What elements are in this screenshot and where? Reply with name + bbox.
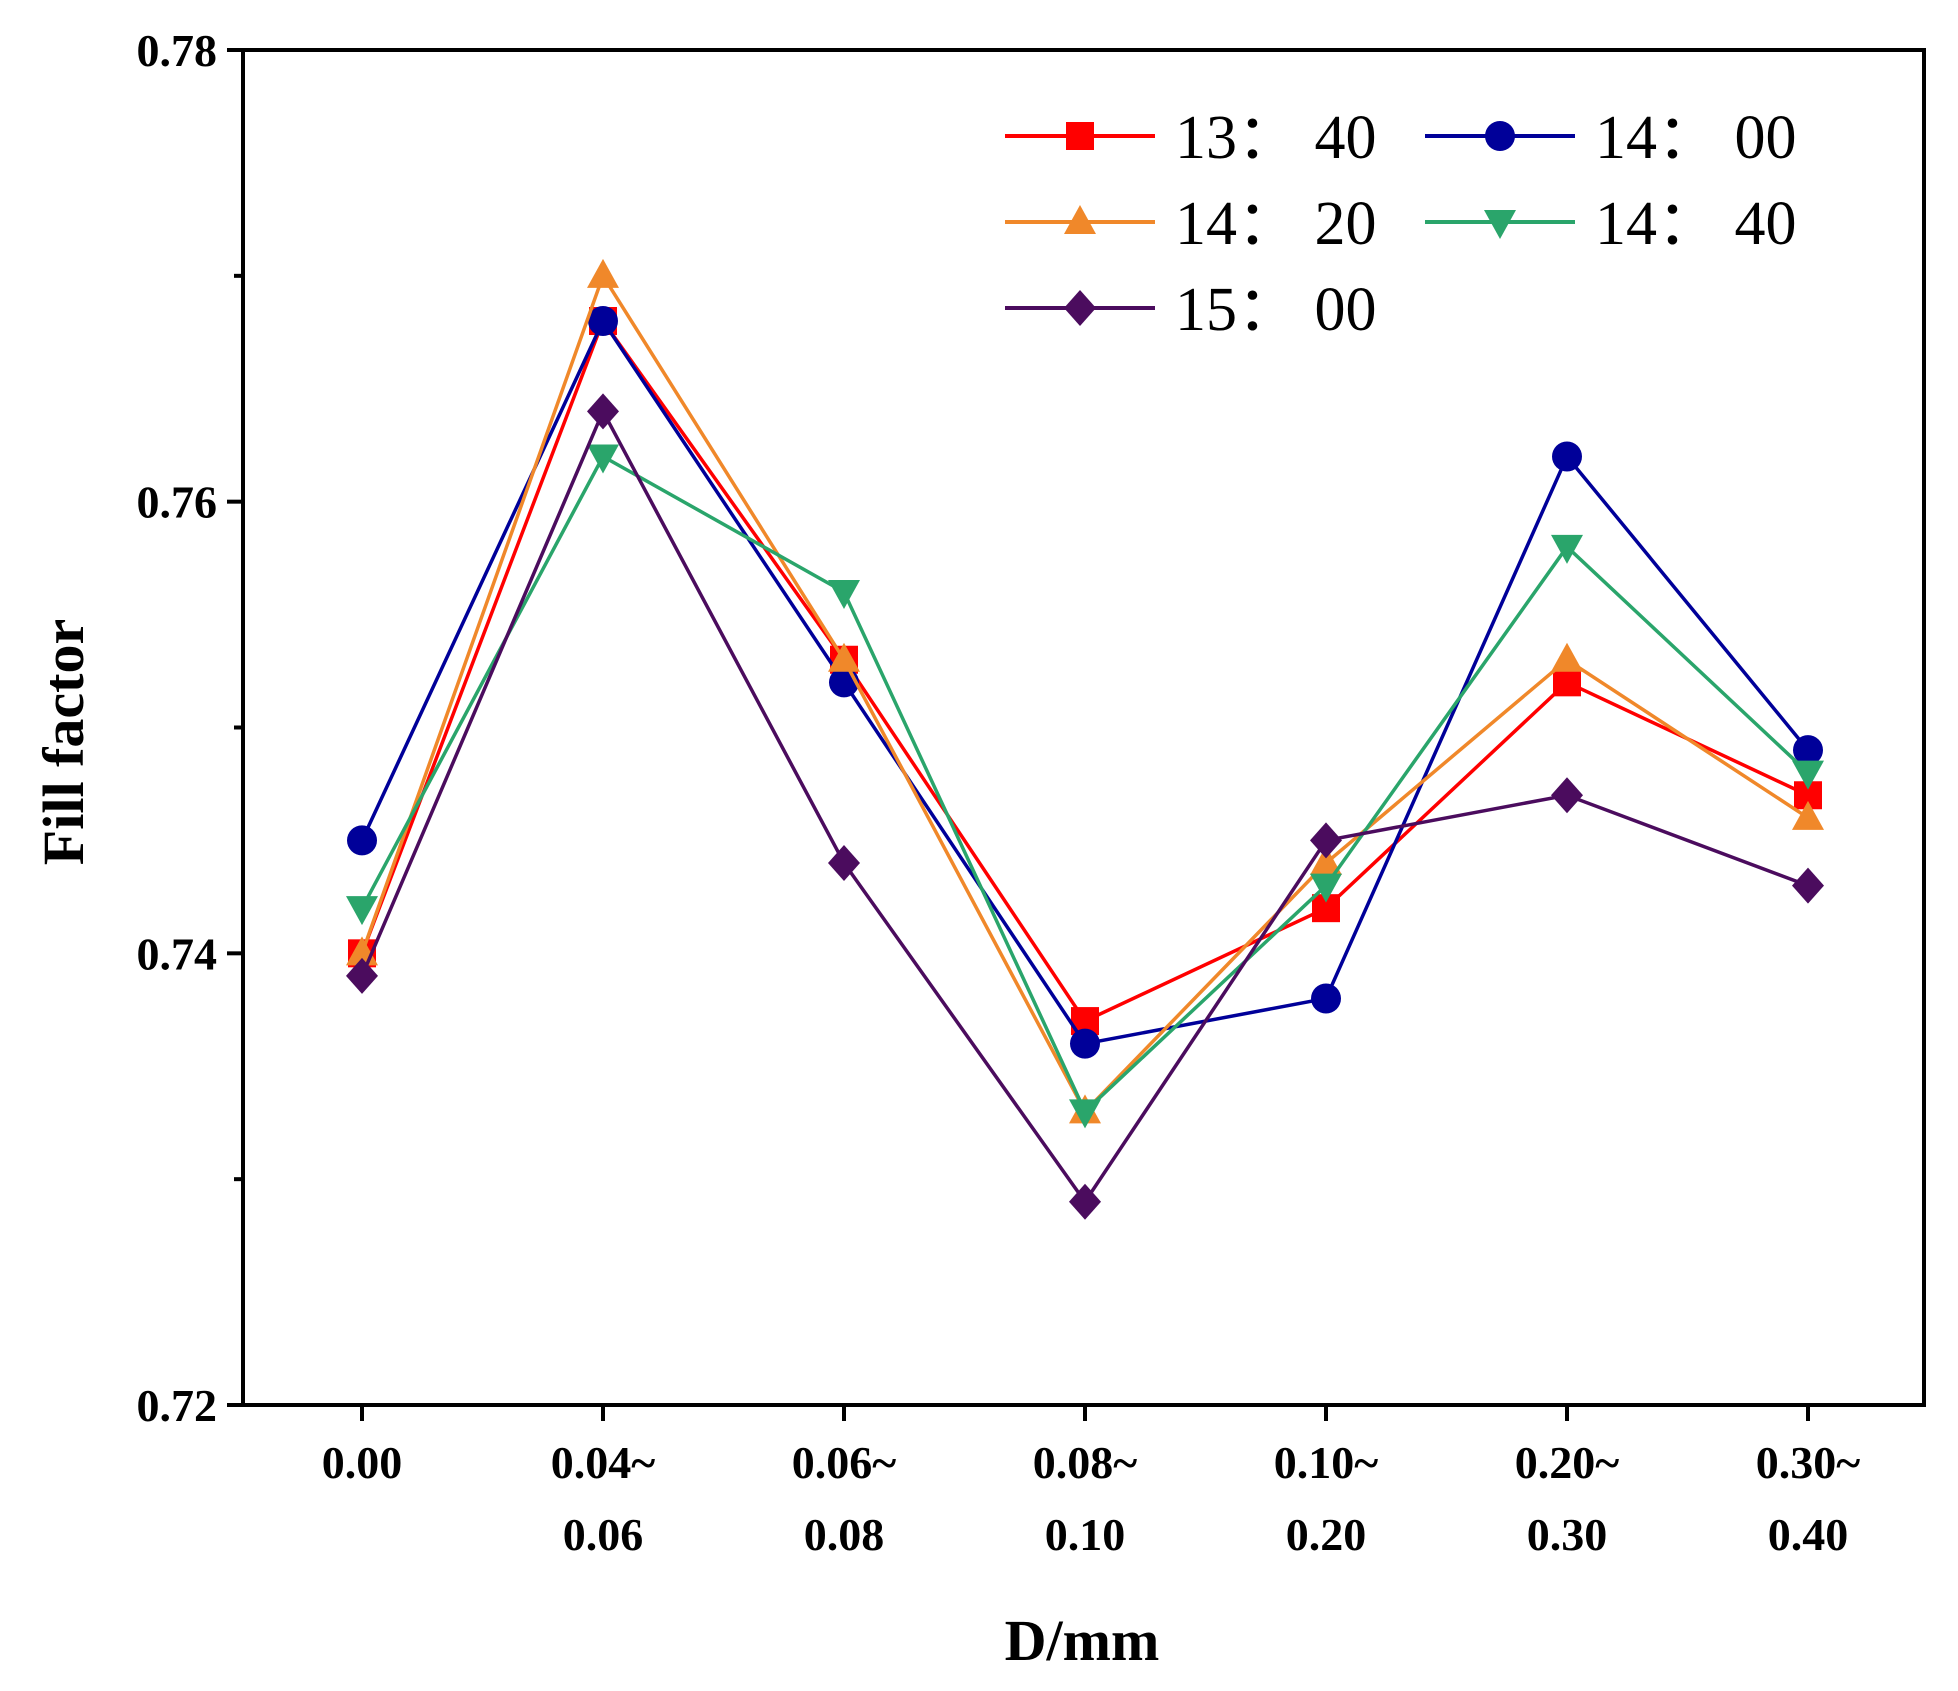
series-group: [348, 307, 1822, 1036]
x-tick-label: 0.08~: [1033, 1437, 1138, 1488]
data-point: [587, 444, 619, 474]
data-point: [1310, 846, 1342, 875]
x-tick-label: 0.00: [322, 1437, 403, 1488]
legend-label: 15： 00: [1175, 276, 1377, 344]
data-point: [588, 306, 618, 336]
x-tick-label: 0.10~: [1274, 1437, 1379, 1488]
x-tick-label: 0.08: [804, 1509, 885, 1560]
data-point: [1069, 1183, 1101, 1220]
y-tick-label: 0.76: [137, 477, 218, 528]
x-tick-label: 0.06~: [792, 1437, 897, 1488]
data-point: [828, 580, 860, 609]
x-tick-label: 0.10: [1045, 1509, 1126, 1560]
y-tick-label: 0.72: [137, 1380, 218, 1431]
data-point: [1310, 822, 1342, 859]
legend-label: 14： 40: [1595, 190, 1797, 258]
data-point: [347, 825, 377, 856]
x-tick-label: 0.20: [1286, 1509, 1367, 1560]
data-point: [1551, 777, 1583, 814]
legend-marker: [1485, 121, 1515, 151]
legend-marker: [1484, 210, 1516, 239]
data-point: [346, 896, 378, 926]
series-group: [346, 258, 1824, 1124]
data-point: [828, 845, 860, 881]
legend-marker: [1064, 290, 1096, 326]
data-point: [1552, 441, 1582, 472]
x-tick-label: 0.40: [1768, 1509, 1849, 1560]
data-point: [587, 393, 619, 430]
series-line: [360, 317, 1809, 1024]
data-point: [1792, 867, 1824, 904]
legend-marker: [1066, 122, 1094, 150]
series-group: [346, 444, 1824, 1129]
legend-label: 14： 00: [1595, 104, 1797, 172]
y-axis-title: Fill factor: [31, 619, 96, 865]
data-point: [828, 642, 860, 672]
legend-item: 14： 00: [1425, 104, 1797, 172]
legend-marker: [1064, 205, 1096, 234]
data-point: [1553, 668, 1581, 697]
data-point: [1792, 760, 1824, 790]
x-tick-label: 0.06: [563, 1509, 644, 1560]
series-group: [346, 393, 1824, 1220]
data-point: [1551, 534, 1583, 564]
legend-item: 14： 20: [1005, 190, 1377, 258]
x-axis-title: D/mm: [1005, 1608, 1160, 1673]
data-point: [1793, 735, 1823, 766]
data-point: [1311, 983, 1341, 1014]
legend-label: 13： 40: [1175, 104, 1377, 172]
data-point: [1551, 642, 1583, 672]
series-line: [360, 407, 1809, 1205]
data-point: [1069, 1099, 1101, 1129]
x-tick-label: 0.04~: [551, 1437, 656, 1488]
data-point: [1070, 1028, 1100, 1059]
data-point: [587, 258, 619, 288]
data-point: [1792, 800, 1824, 830]
legend-item: 13： 40: [1005, 104, 1377, 172]
legend-item: 15： 00: [1005, 276, 1377, 344]
y-tick-label: 0.78: [137, 25, 218, 76]
x-tick-label: 0.30: [1527, 1509, 1608, 1560]
series-line: [360, 317, 1810, 1046]
y-tick-label: 0.74: [137, 928, 218, 979]
x-tick-label: 0.30~: [1756, 1437, 1861, 1488]
legend-item: 14： 40: [1425, 190, 1797, 258]
x-tick-label: 0.20~: [1515, 1437, 1620, 1488]
legend-label: 14： 20: [1175, 190, 1377, 258]
data-point: [1310, 873, 1342, 903]
series-group: [347, 306, 1823, 1059]
data-point: [346, 957, 378, 994]
